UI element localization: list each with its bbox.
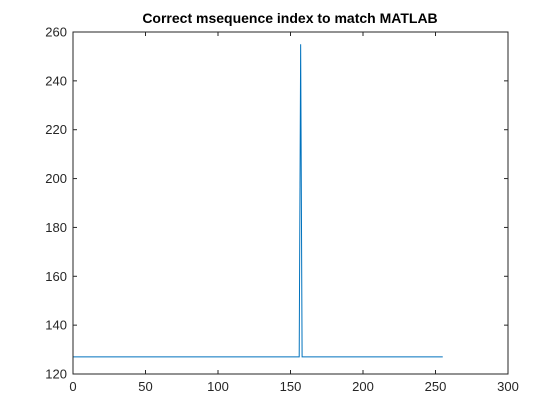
y-tick-label: 160 <box>45 269 67 284</box>
x-tick-label: 50 <box>138 379 152 394</box>
series-layer <box>73 44 443 358</box>
x-tick-label: 0 <box>69 379 76 394</box>
y-tick-label: 240 <box>45 73 67 88</box>
plot-area <box>73 32 508 374</box>
x-tick-label: 250 <box>425 379 447 394</box>
y-axis: 120 140 160 180 200 220 240 260 <box>45 25 508 382</box>
chart-title: Correct msequence index to match MATLAB <box>142 10 437 26</box>
y-tick-label: 220 <box>45 122 67 137</box>
series-line-0 <box>73 44 443 358</box>
y-tick-label: 180 <box>45 220 67 235</box>
x-tick-label: 150 <box>280 379 302 394</box>
x-axis: 0 50 100 150 200 250 300 <box>69 32 519 394</box>
y-tick-label: 200 <box>45 171 67 186</box>
y-tick-label: 260 <box>45 25 67 40</box>
x-tick-label: 100 <box>207 379 229 394</box>
x-tick-label: 200 <box>352 379 374 394</box>
x-tick-label: 300 <box>497 379 519 394</box>
y-tick-label: 140 <box>45 318 67 333</box>
y-tick-label: 120 <box>45 367 67 382</box>
